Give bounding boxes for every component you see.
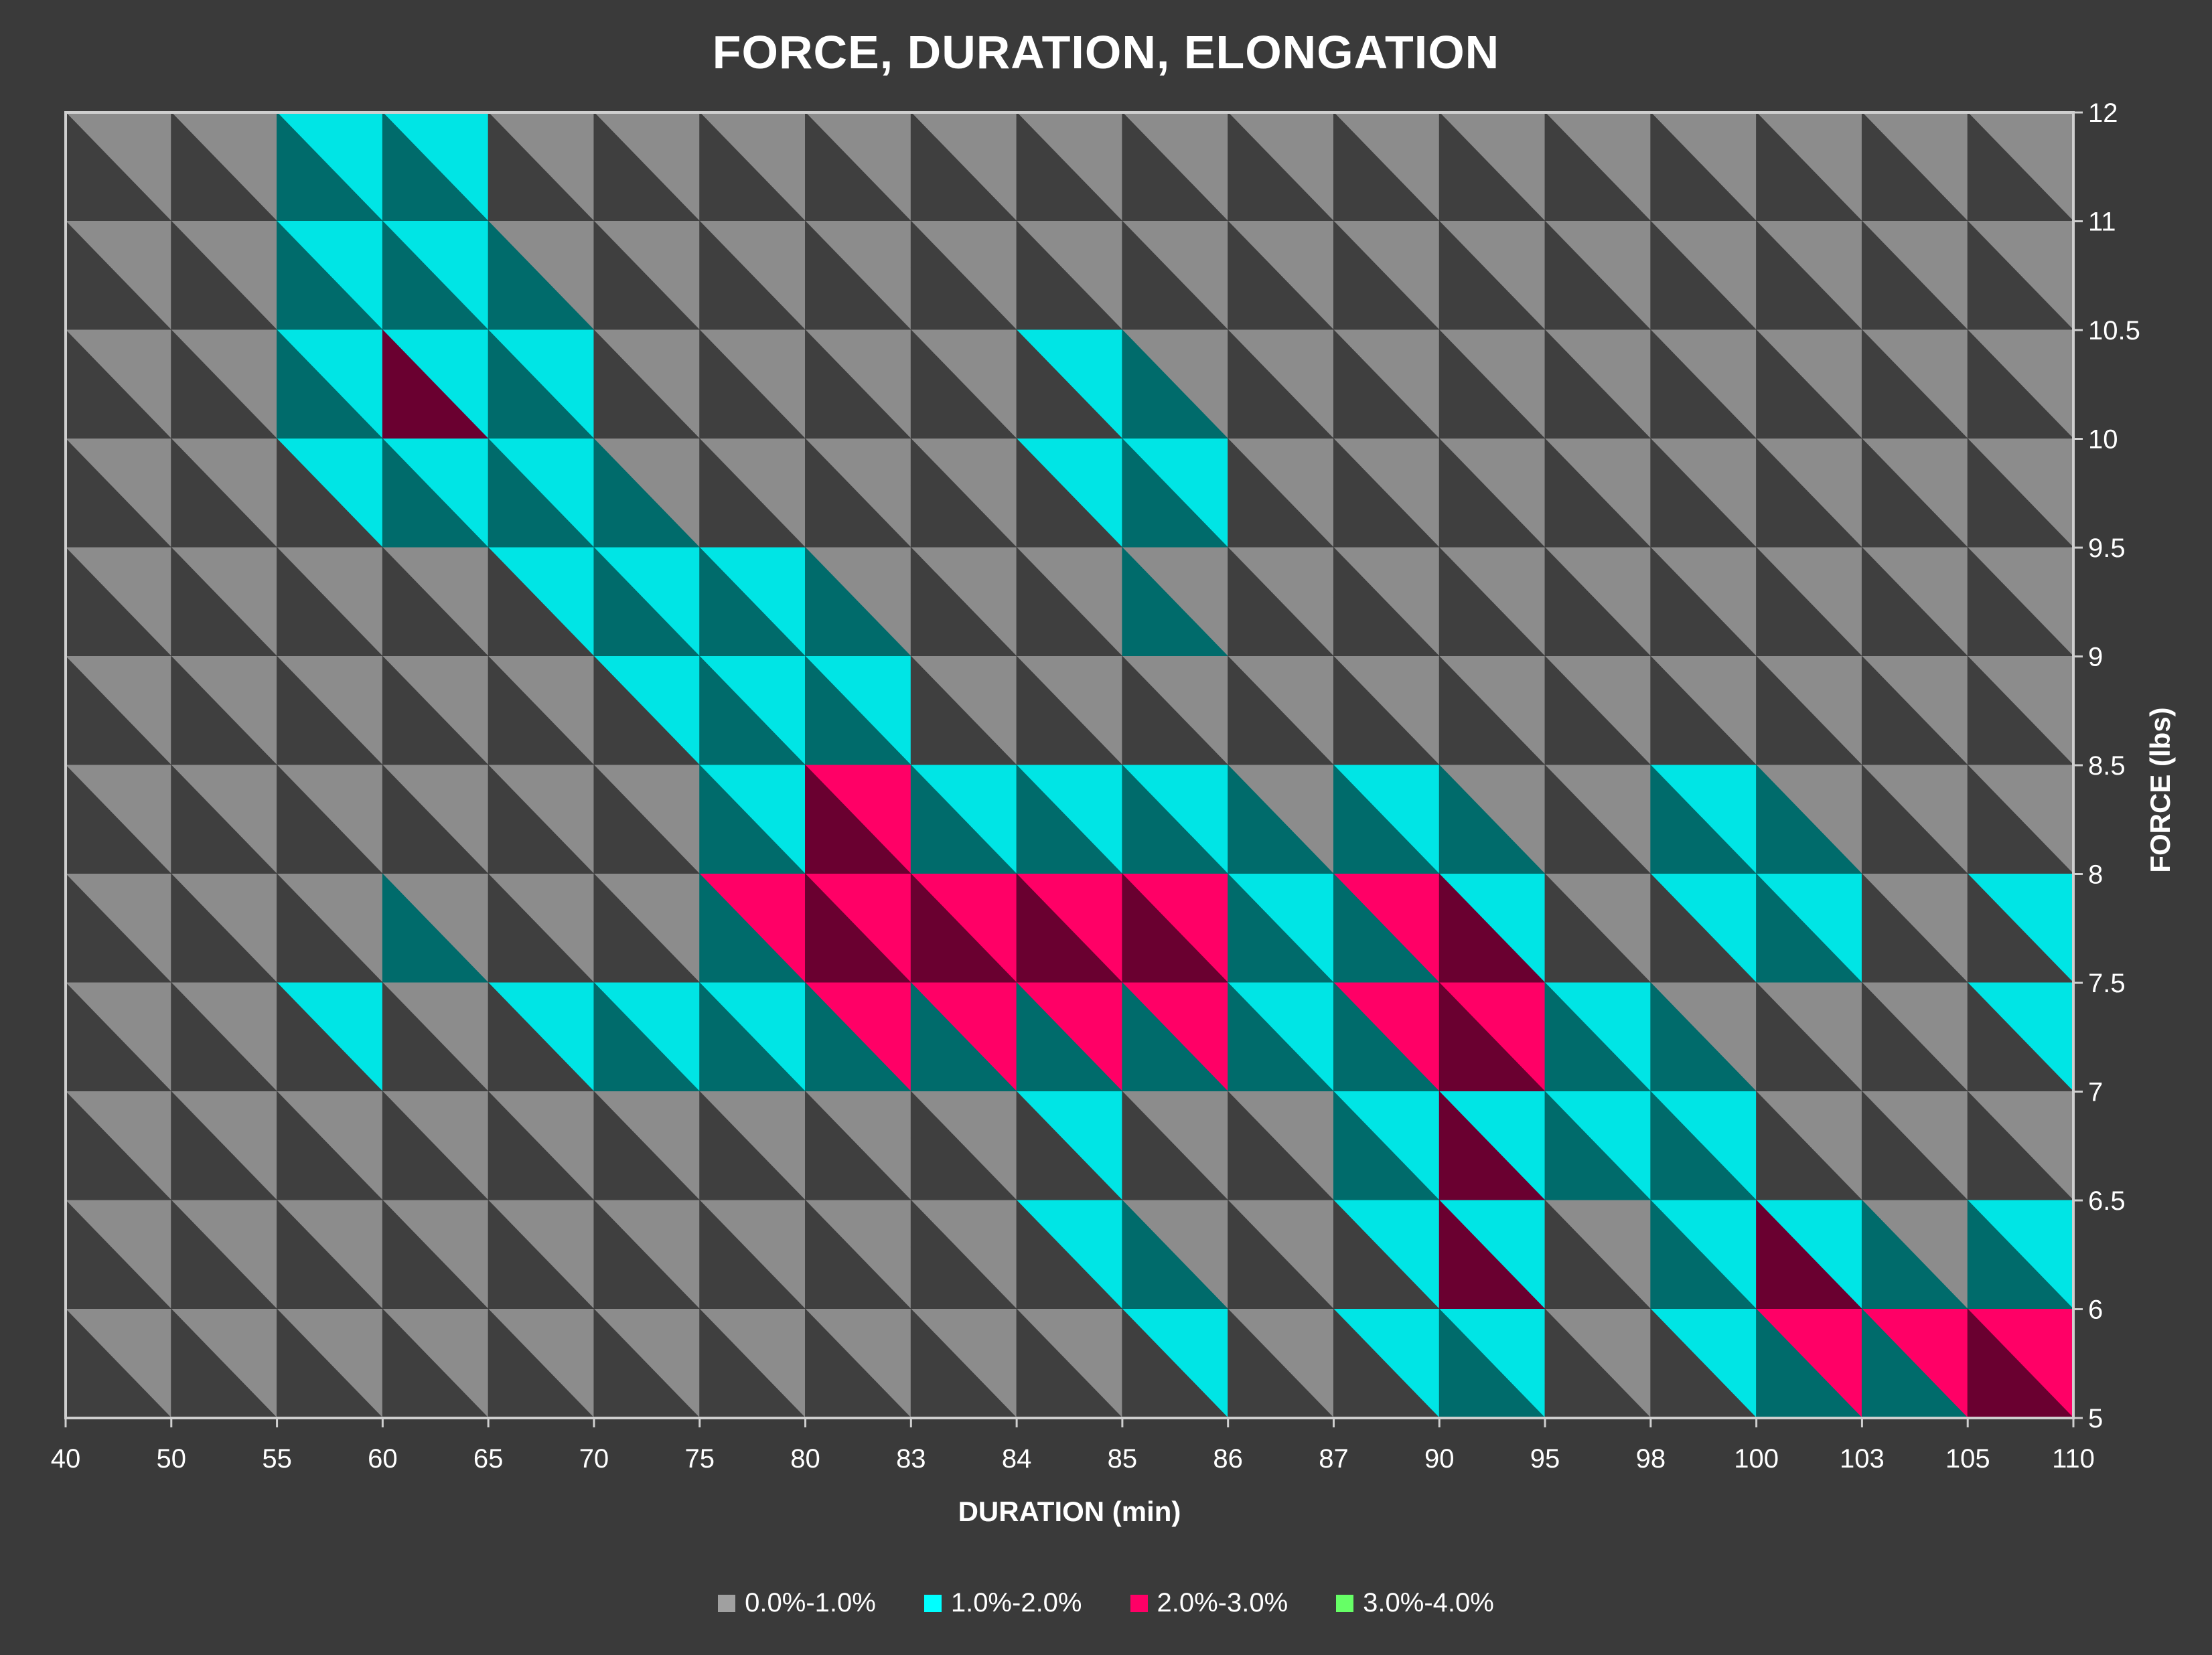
x-tick-label: 60 [368,1444,398,1474]
x-tick-label: 98 [1636,1444,1666,1474]
legend-item-band-1: 1.0%-2.0% [924,1588,1082,1618]
x-tick-labels: 40 50 55 60 65 70 75 80 83 84 85 86 87 90 95 98 100 103 10… [51,1418,2095,1474]
x-tick-label: 105 [1945,1444,1990,1474]
legend-label: 0.0%-1.0% [745,1588,876,1618]
surface-facet-lower [699,1308,806,1418]
surface-facet-lower [805,1308,912,1418]
x-tick-label: 50 [157,1444,187,1474]
x-tick-label: 95 [1530,1444,1560,1474]
surface-cells [66,112,2073,1418]
surface-facet-lower [1333,1308,1440,1418]
surface-facet-lower [488,1308,595,1418]
legend-swatch-icon [1336,1594,1354,1612]
y-tick-label: 7 [2088,1078,2103,1107]
x-tick-label: 90 [1424,1444,1455,1474]
y-axis-title: FORCE (lbs) [2144,707,2176,872]
x-tick-label: 100 [1734,1444,1779,1474]
y-tick-label: 10 [2088,425,2118,455]
y-tick-label: 8.5 [2088,751,2126,781]
legend-label: 3.0%-4.0% [1363,1588,1494,1618]
y-tick-labels: 5 6 6.5 7 7.5 8 8.5 9 9.5 10 10.5 11 12 [2073,98,2140,1433]
x-tick-label: 103 [1840,1444,1885,1474]
surface-facet-lower [910,1308,1017,1418]
surface-facet-lower [66,1308,172,1418]
y-tick-label: 11 [2088,208,2116,237]
legend-swatch-icon [718,1594,736,1612]
surface-facet-lower [171,1308,278,1418]
legend-label: 2.0%-3.0% [1157,1588,1288,1618]
x-axis-title: DURATION (min) [958,1496,1181,1527]
surface-facet-lower [1016,1308,1123,1418]
x-tick-label: 80 [790,1444,820,1474]
y-tick-label: 12 [2088,98,2118,128]
y-tick-label: 6.5 [2088,1186,2126,1216]
x-tick-label: 83 [896,1444,926,1474]
x-tick-label: 55 [262,1444,292,1474]
legend-item-band-2: 2.0%-3.0% [1130,1588,1288,1618]
x-tick-label: 84 [1002,1444,1032,1474]
surface-facet-lower [1228,1308,1335,1418]
chart-title: FORCE, DURATION, ELONGATION [712,26,1500,78]
legend-label: 1.0%-2.0% [950,1588,1082,1618]
y-tick-label: 9.5 [2088,534,2126,563]
y-tick-label: 8 [2088,860,2103,890]
x-tick-label: 40 [51,1444,81,1474]
legend-swatch-icon [924,1594,942,1612]
surface-facet-lower [1967,1308,2073,1418]
x-tick-label: 70 [579,1444,609,1474]
legend-swatch-icon [1130,1594,1148,1612]
surface-facet-lower [1650,1308,1757,1418]
x-tick-label: 75 [684,1444,715,1474]
y-tick-label: 6 [2088,1295,2103,1325]
surface-facet-lower [1861,1308,1968,1418]
x-tick-label: 110 [2052,1444,2095,1474]
y-tick-label: 9 [2088,643,2103,672]
x-tick-label: 86 [1213,1444,1243,1474]
surface-facet-lower [1122,1308,1229,1418]
surface-facet-lower [1439,1308,1546,1418]
y-tick-label: 7.5 [2088,969,2126,998]
y-tick-label: 10.5 [2088,316,2140,345]
legend-item-band-0: 0.0%-1.0% [718,1588,876,1618]
x-tick-label: 85 [1108,1444,1138,1474]
surface-facet-lower [1756,1308,1863,1418]
surface-facet-lower [277,1308,384,1418]
legend: 0.0%-1.0% 1.0%-2.0% 2.0%-3.0% 3.0%-4.0% [0,1588,2212,1618]
x-tick-label: 65 [473,1444,504,1474]
legend-item-band-3: 3.0%-4.0% [1336,1588,1494,1618]
surface-facet-lower [382,1308,489,1418]
surface-facet-lower [1544,1308,1651,1418]
surface-facet-lower [593,1308,701,1418]
y-tick-label: 5 [2088,1404,2103,1433]
x-tick-label: 87 [1319,1444,1349,1474]
